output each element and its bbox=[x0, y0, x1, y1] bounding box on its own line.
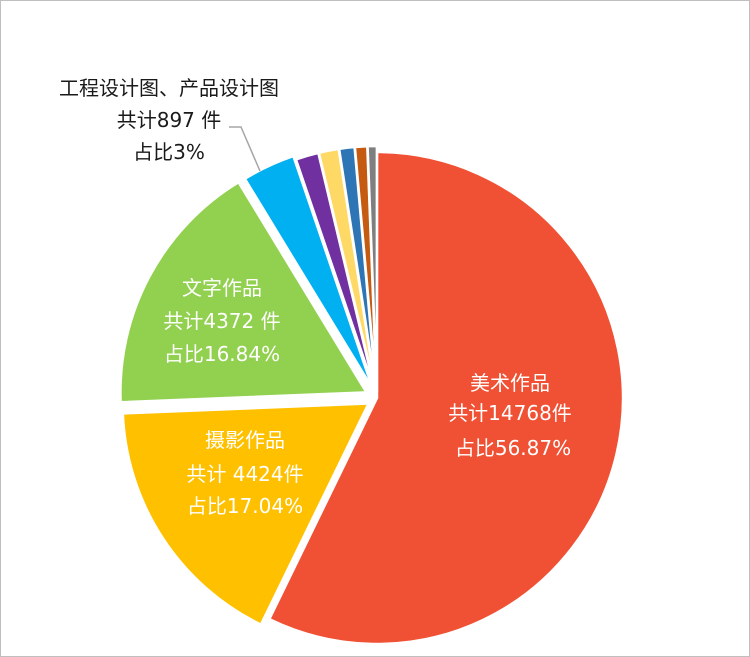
label-sheying-share: 占比17.04% bbox=[187, 494, 303, 518]
slice-gongcheng bbox=[243, 154, 374, 390]
slice-small-5 bbox=[366, 144, 379, 393]
watermark: 河北日报 bbox=[589, 593, 750, 639]
label-wenzi-count: 共计4372 件 bbox=[163, 309, 280, 333]
label-wenzi-name: 文字作品 bbox=[182, 276, 262, 300]
label-gongcheng-share: 占比3% bbox=[133, 140, 205, 164]
label-meishu-count: 共计14768件 bbox=[448, 401, 572, 425]
label-wenzi-share: 占比16.84% bbox=[164, 342, 280, 366]
pie-labels: 美术作品 共计14768件 占比56.87% 摄影作品 共计 4424件 占比1… bbox=[59, 76, 572, 518]
slice-meishu bbox=[267, 150, 625, 646]
label-gongcheng-count: 共计897 件 bbox=[117, 108, 222, 132]
label-sheying-name: 摄影作品 bbox=[205, 428, 285, 452]
label-meishu-name: 美术作品 bbox=[470, 371, 550, 395]
pie-slices bbox=[119, 144, 625, 646]
leader-line-gongcheng bbox=[229, 126, 261, 172]
label-gongcheng-name: 工程设计图、产品设计图 bbox=[59, 76, 279, 100]
slice-sheying bbox=[121, 402, 371, 627]
label-sheying-count: 共计 4424件 bbox=[186, 462, 303, 486]
label-meishu-share: 占比56.87% bbox=[455, 436, 571, 460]
slice-wenzi bbox=[119, 180, 369, 404]
